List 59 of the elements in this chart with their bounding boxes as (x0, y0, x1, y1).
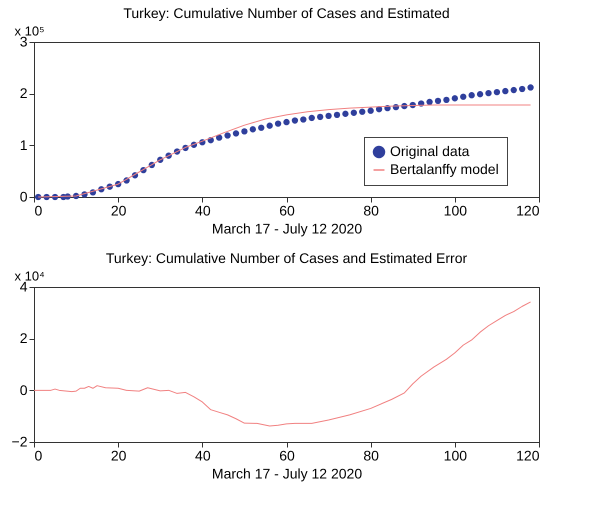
point (216, 134, 222, 141)
legend-label: Bertalanffy model (390, 161, 499, 177)
point (274, 120, 282, 127)
point (283, 118, 290, 126)
point (494, 88, 500, 96)
y-tick-label: −2 (12, 434, 28, 450)
x-tick-label: 60 (279, 202, 295, 218)
y-tick-label: 2 (20, 85, 28, 102)
point (468, 92, 475, 98)
point (317, 114, 324, 120)
point (250, 126, 256, 132)
point (502, 88, 508, 94)
x-tick-label: 80 (363, 202, 380, 218)
x-tick-label: 100 (444, 202, 468, 218)
point (452, 95, 458, 102)
point (527, 84, 534, 91)
chart-title: Turkey: Cumulative Number of Cases and Estimated Error (106, 250, 468, 266)
line-series (34, 301, 532, 426)
x-axis-title: March 17 - July 12 2020 (212, 466, 362, 482)
x-tick-label: 80 (363, 448, 380, 464)
point (292, 117, 298, 124)
point (325, 112, 332, 120)
point (258, 124, 264, 131)
point (300, 116, 306, 123)
point (308, 114, 315, 122)
point (334, 112, 340, 118)
point (426, 98, 433, 106)
x-tick-label: 20 (110, 202, 127, 218)
x-tick-label: 40 (195, 202, 211, 218)
chart-title: Turkey: Cumulative Number of Cases and Estimated (123, 5, 450, 21)
legend-label: Original data (390, 143, 470, 159)
y-tick-label: 0 (20, 188, 28, 204)
point (443, 96, 450, 104)
y-tick-label: 2 (20, 330, 28, 346)
point (350, 110, 357, 116)
x-axis-title: March 17 - July 12 2020 (212, 220, 362, 236)
x-tick-label: 20 (110, 448, 127, 464)
point (510, 86, 517, 94)
point (224, 132, 231, 139)
x-tick-label: 100 (444, 448, 468, 464)
point (434, 98, 442, 104)
y-tick-label: 1 (20, 136, 28, 153)
point (476, 91, 484, 98)
point (485, 90, 492, 96)
x-tick-label: 0 (34, 202, 42, 218)
x-tick-label: 0 (34, 448, 42, 464)
point (460, 94, 466, 100)
x-tick-label: 120 (516, 202, 540, 218)
point (519, 86, 526, 92)
point (266, 122, 273, 129)
x-tick-label: 40 (195, 448, 211, 464)
point (232, 130, 240, 137)
point (368, 108, 374, 114)
point (342, 110, 349, 117)
y-tick-label: 0 (20, 382, 28, 398)
point (241, 128, 248, 135)
x-tick-label: 60 (279, 448, 295, 464)
x-tick-label: 120 (516, 448, 540, 464)
point (359, 108, 366, 115)
